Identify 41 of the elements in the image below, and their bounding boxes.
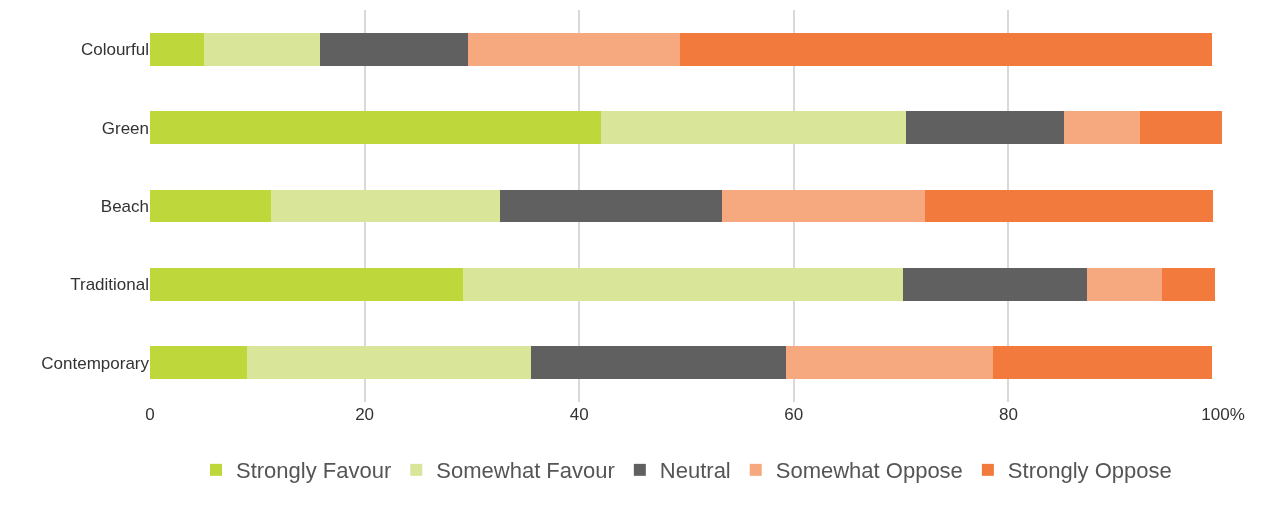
bar xyxy=(993,346,1213,380)
bar xyxy=(150,346,247,380)
bar xyxy=(319,32,468,66)
x-tick-label: 0 xyxy=(145,405,155,424)
bar xyxy=(150,267,464,301)
bar xyxy=(150,32,204,66)
y-tick-label: Beach xyxy=(100,196,149,216)
legend-label: Somewhat Oppose xyxy=(775,458,963,484)
bar xyxy=(903,267,1087,301)
x-tick-label: 20 xyxy=(355,405,375,424)
bar xyxy=(924,189,1214,223)
bar xyxy=(1140,111,1222,145)
bar xyxy=(1161,267,1216,301)
x-tick-label: 60 xyxy=(784,405,804,424)
x-tick-label: 100% xyxy=(1201,405,1245,424)
y-tick-label: Contemporary xyxy=(41,353,150,373)
legend-label: Strongly Oppose xyxy=(1007,458,1172,484)
bar xyxy=(600,111,907,145)
bar xyxy=(786,346,994,380)
x-tick-label: 40 xyxy=(569,405,589,424)
y-tick-label: Colourful xyxy=(80,40,149,60)
legend-label: Neutral xyxy=(659,458,731,484)
legend-label: Strongly Favour xyxy=(236,458,392,484)
y-tick-label: Traditional xyxy=(70,275,149,295)
bar xyxy=(1086,267,1162,301)
bar xyxy=(203,32,320,66)
bar xyxy=(1064,111,1141,145)
y-tick-label: Green xyxy=(101,118,149,138)
bar xyxy=(467,32,681,66)
bar xyxy=(271,189,500,223)
bar xyxy=(150,111,601,145)
bar xyxy=(499,189,722,223)
bar xyxy=(530,346,787,380)
bar xyxy=(246,346,531,380)
bar xyxy=(150,189,272,223)
bar xyxy=(721,189,925,223)
bar xyxy=(463,267,904,301)
legend-label: Somewhat Favour xyxy=(436,458,615,484)
bar xyxy=(906,111,1065,145)
x-tick-label: 80 xyxy=(998,405,1018,424)
bar xyxy=(680,32,1213,66)
